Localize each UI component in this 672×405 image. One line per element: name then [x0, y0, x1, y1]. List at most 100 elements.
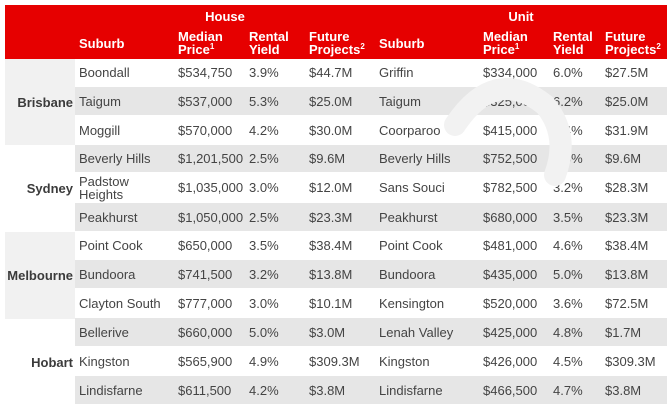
house-suburb-cell: Point Cook: [79, 238, 143, 253]
house-group-header: House: [205, 8, 245, 24]
table-row: Beverly Hills $1,201,500 2.5% $9.6M Beverly …: [75, 145, 667, 173]
table-row: Point Cook $650,000 3.5% $38.4M Point Cook $4…: [75, 232, 667, 260]
house-rental-yield-cell: 2.5%: [249, 151, 279, 166]
unit-future-projects-cell: $1.7M: [605, 324, 642, 340]
table-row: Boondall $534,750 3.9% $44.7M Griffin $334,00…: [75, 59, 667, 87]
unit-median-price-cell: $435,000: [483, 266, 538, 282]
unit-rental-yield-cell: 6.0%: [553, 65, 583, 80]
table-row: Kingston $565,900 4.9% $309.3M Kingston $426,…: [75, 347, 667, 376]
unit-future-projects-cell: $31.9M: [605, 122, 649, 138]
unit-rental-yield-cell: 4.7%: [553, 382, 583, 398]
unit-median-price-cell: $680,000: [483, 209, 538, 225]
unit-future-projects-cell: $38.4M: [605, 238, 649, 253]
unit-suburb-cell: Point Cook: [379, 238, 443, 253]
house-rental-yield-cell: 3.0%: [249, 295, 279, 311]
house-future-projects-cell: $10.1M: [309, 295, 353, 311]
table-row: Clayton South $777,000 3.0% $10.1M Kensingto…: [75, 289, 667, 318]
unit-future-projects-header: Future Projects2: [605, 29, 661, 57]
data-rows: Boondall $534,750 3.9% $44.7M Griffin $334,00…: [75, 59, 667, 405]
house-future-projects-cell: $12.0M: [309, 180, 353, 195]
house-future-projects-header: Future Projects2: [309, 29, 365, 57]
house-rental-yield-cell: 3.2%: [249, 266, 279, 282]
house-future-projects-cell: $44.7M: [309, 65, 353, 80]
house-median-price-cell: $565,900: [178, 353, 233, 369]
house-rental-yield-cell: 3.5%: [249, 238, 279, 253]
unit-future-projects-cell: $13.8M: [605, 266, 649, 282]
unit-median-price-cell: $325,000: [483, 93, 538, 109]
house-suburb-cell: Clayton South: [79, 295, 161, 311]
unit-rental-yield-cell: 4.8%: [553, 324, 583, 340]
table-row: Padstow Heights $1,035,000 3.0% $12.0M Sans …: [75, 173, 667, 203]
unit-suburb-cell: Kensington: [379, 295, 445, 311]
house-median-price-cell: $537,000: [178, 93, 233, 109]
house-suburb-cell: Boondall: [79, 65, 130, 80]
house-suburb-cell: Peakhurst: [79, 209, 138, 225]
unit-median-price-cell: $520,000: [483, 295, 538, 311]
unit-suburb-cell: Taigum: [379, 93, 421, 109]
house-suburb-cell: Kingston: [79, 353, 130, 369]
unit-median-price-cell: $481,000: [483, 238, 538, 253]
unit-rental-yield-cell: 4.6%: [553, 238, 583, 253]
house-suburb-cell: Padstow Heights: [79, 173, 129, 202]
house-future-projects-cell: $13.8M: [309, 266, 353, 282]
house-median-price-cell: $650,000: [178, 238, 233, 253]
unit-median-price-cell: $466,500: [483, 382, 538, 398]
city-label: Sydney: [5, 145, 75, 232]
house-future-projects-cell: $23.3M: [309, 209, 353, 225]
unit-future-projects-cell: $27.5M: [605, 65, 649, 80]
unit-suburb-cell: Kingston: [379, 353, 430, 369]
house-rental-yield-cell: 2.5%: [249, 209, 279, 225]
city-column: Brisbane Sydney Melbourne Hobart: [5, 59, 75, 405]
unit-median-price-cell: $782,500: [483, 180, 538, 195]
table-row: Moggill $570,000 4.2% $30.0M Coorparoo $415,0…: [75, 116, 667, 145]
house-future-projects-cell: $309.3M: [309, 353, 360, 369]
unit-median-price-cell: $415,000: [483, 122, 538, 138]
house-rental-yield-cell: 4.2%: [249, 122, 279, 138]
house-suburb-cell: Bundoora: [79, 266, 136, 282]
house-rental-yield-cell: 5.0%: [249, 324, 279, 340]
unit-future-projects-cell: $25.0M: [605, 93, 649, 109]
house-suburb-cell: Taigum: [79, 93, 121, 109]
city-label: Hobart: [5, 319, 75, 405]
unit-group-header: Unit: [508, 8, 534, 24]
unit-suburb-cell: Bundoora: [379, 266, 436, 282]
unit-rental-yield-cell: 3.2%: [553, 180, 583, 195]
unit-future-projects-cell: $72.5M: [605, 295, 649, 311]
unit-median-price-cell: $334,000: [483, 65, 538, 80]
table-body: Brisbane Sydney Melbourne Hobart Boondal…: [5, 59, 667, 405]
house-rental-yield-cell: 4.9%: [249, 353, 279, 369]
house-suburb-cell: Bellerive: [79, 324, 129, 340]
house-future-projects-cell: $9.6M: [309, 151, 346, 166]
unit-rental-yield-cell: 6.2%: [553, 93, 583, 109]
house-future-projects-cell: $25.0M: [309, 93, 353, 109]
table-row: Taigum $537,000 5.3% $25.0M Taigum $325,000 6.…: [75, 87, 667, 116]
column-header-row: Suburb Median Price1 Rental Yield Future…: [5, 27, 667, 59]
unit-suburb-cell: Peakhurst: [379, 209, 438, 225]
unit-rental-yield-cell: 4.5%: [553, 353, 583, 369]
house-rental-yield-header: Rental Yield: [249, 29, 289, 57]
house-median-price-cell: $1,035,000: [178, 180, 244, 195]
property-table: House Unit Suburb Median Price1 Rental Y…: [5, 5, 667, 405]
unit-suburb-cell: Beverly Hills: [379, 151, 451, 166]
unit-rental-yield-cell: 5.4%: [553, 122, 583, 138]
house-suburb-cell: Lindisfarne: [79, 382, 143, 398]
unit-rental-yield-cell: 5.0%: [553, 266, 583, 282]
table-row: Peakhurst $1,050,000 2.5% $23.3M Peakhurst $6…: [75, 203, 667, 232]
unit-median-price-cell: $425,000: [483, 324, 538, 340]
house-suburb-header: Suburb: [79, 35, 125, 51]
unit-future-projects-cell: $309.3M: [605, 353, 656, 369]
unit-suburb-cell: Griffin: [379, 65, 414, 80]
unit-suburb-cell: Coorparoo: [379, 122, 441, 138]
house-suburb-cell: Beverly Hills: [79, 151, 151, 166]
unit-future-projects-cell: $3.8M: [605, 382, 642, 398]
unit-suburb-cell: Lindisfarne: [379, 382, 443, 398]
unit-future-projects-cell: $28.3M: [605, 180, 649, 195]
unit-rental-yield-cell: 3.5%: [553, 151, 583, 166]
house-median-price-cell: $1,050,000: [178, 209, 244, 225]
table-row: Bundoora $741,500 3.2% $13.8M Bundoora $435,0…: [75, 260, 667, 289]
house-rental-yield-cell: 4.2%: [249, 382, 279, 398]
house-rental-yield-cell: 3.9%: [249, 65, 279, 80]
house-median-price-cell: $741,500: [178, 266, 233, 282]
house-median-price-cell: $570,000: [178, 122, 233, 138]
unit-rental-yield-cell: 3.5%: [553, 209, 583, 225]
